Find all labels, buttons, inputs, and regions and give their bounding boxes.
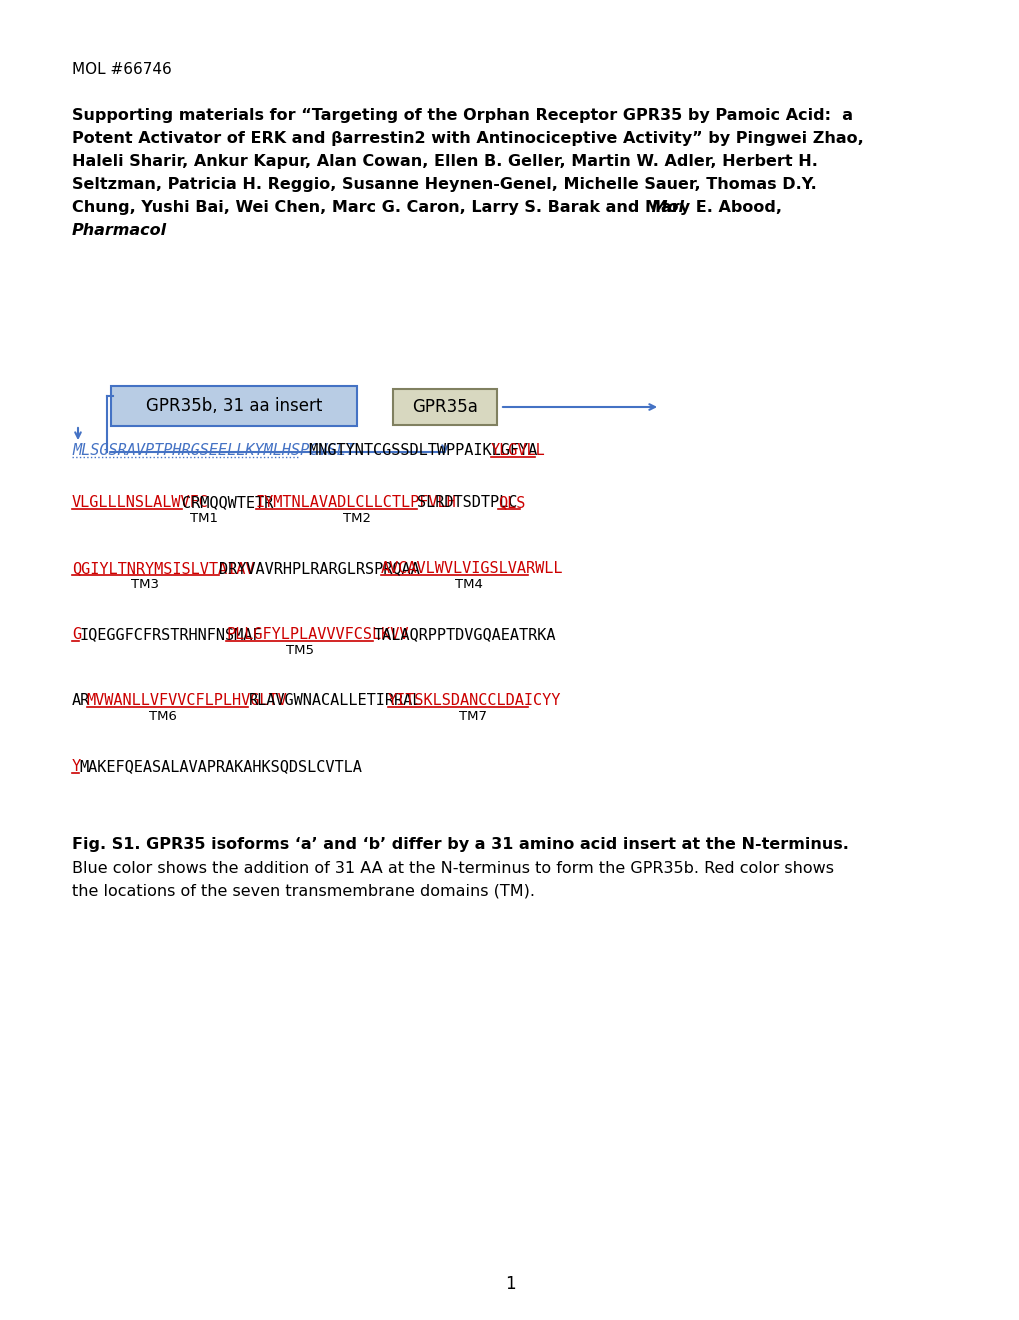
Text: QLS: QLS <box>498 495 525 510</box>
Text: IQEGGFCFRSTRHNFNSMAF: IQEGGFCFRSTRHNFNSMAF <box>79 627 262 642</box>
Text: Supporting materials for “Targeting of the Orphan Receptor GPR35 by Pamoic Acid:: Supporting materials for “Targeting of t… <box>72 108 852 123</box>
Text: GPR35b, 31 aa insert: GPR35b, 31 aa insert <box>146 397 322 414</box>
Text: Fig. S1. GPR35 isoforms ‘a’ and ‘b’ differ by a 31 amino acid insert at the N-te: Fig. S1. GPR35 isoforms ‘a’ and ‘b’ diff… <box>72 837 848 851</box>
Text: PLLGFYLPLAVVVFCSLKVV: PLLGFYLPLAVVVFCSLKVV <box>226 627 409 642</box>
Text: YLGVLL: YLGVLL <box>490 444 545 458</box>
Text: G: G <box>72 627 82 642</box>
Text: Pharmacol: Pharmacol <box>72 223 167 238</box>
Text: YITSKLSDANCCLDAICYY: YITSKLSDANCCLDAICYY <box>387 693 560 708</box>
Text: MLSGSRAVPTPHRGSEELLKYMLHSPCVSLT: MLSGSRAVPTPHRGSEELLKYMLHSPCVSLT <box>72 444 355 458</box>
Text: TM4: TM4 <box>454 578 483 591</box>
Text: DRYVAVRHPLRARGLRSPRQAA: DRYVAVRHPLRARGLRSPRQAA <box>219 561 420 576</box>
Text: QGIYLTNRYMSISLVTAIAV: QGIYLTNRYMSISLVTAIAV <box>72 561 255 576</box>
Text: Potent Activator of ERK and βarrestin2 with Antinociceptive Activity” by Pingwei: Potent Activator of ERK and βarrestin2 w… <box>72 131 863 147</box>
Text: Chung, Yushi Bai, Wei Chen, Marc G. Caron, Larry S. Barak and Mary E. Abood,: Chung, Yushi Bai, Wei Chen, Marc G. Caro… <box>72 201 782 215</box>
Text: MVWANLLVFVVCFLPLHVGLTV: MVWANLLVFVVCFLPLHVGLTV <box>87 693 287 708</box>
FancyBboxPatch shape <box>111 385 357 426</box>
Text: Seltzman, Patricia H. Reggio, Susanne Heynen-Genel, Michelle Sauer, Thomas D.Y.: Seltzman, Patricia H. Reggio, Susanne He… <box>72 177 816 191</box>
Text: MAKEFQEASALAVAPRAKAHKSQDSLCVTLA: MAKEFQEASALAVAPRAKAHKSQDSLCVTLA <box>79 759 362 774</box>
Text: TM6: TM6 <box>149 710 176 723</box>
Text: SLRDTSDTPLC: SLRDTSDTPLC <box>417 495 518 510</box>
Text: TALAQRPPTDVGQAEATRKA: TALAQRPPTDVGQAEATRKA <box>373 627 555 642</box>
Text: CRMQQWTETR: CRMQQWTETR <box>182 495 273 510</box>
Text: AR: AR <box>72 693 90 708</box>
Text: ​Mol: ​Mol <box>645 201 684 215</box>
Text: VLGLLLNSLALWVFC: VLGLLLNSLALWVFC <box>72 495 209 510</box>
Text: Blue color shows the addition of 31 AA at the N-terminus to form the GPR35b. Red: Blue color shows the addition of 31 AA a… <box>72 861 834 876</box>
Text: TM7: TM7 <box>459 710 486 723</box>
Text: Haleli Sharir, Ankur Kapur, Alan Cowan, Ellen B. Geller, Martin W. Adler, Herber: Haleli Sharir, Ankur Kapur, Alan Cowan, … <box>72 154 817 169</box>
Text: TM5: TM5 <box>285 644 314 657</box>
Text: TM3: TM3 <box>131 578 159 591</box>
FancyBboxPatch shape <box>392 389 496 425</box>
Text: TM1: TM1 <box>190 512 218 525</box>
Text: 1: 1 <box>504 1275 515 1294</box>
Text: RLAVGWNACALLETIRRAL: RLAVGWNACALLETIRRAL <box>249 693 422 708</box>
Text: MNGTYNTCGSSDLTWPPAIKLGFYA: MNGTYNTCGSSDLTWPPAIKLGFYA <box>300 444 537 458</box>
Text: MOL #66746: MOL #66746 <box>72 62 171 77</box>
Text: Y: Y <box>72 759 82 774</box>
Text: TM2: TM2 <box>342 512 370 525</box>
Text: AVCAVLWVLVIGSLVARWLL: AVCAVLWVLVIGSLVARWLL <box>380 561 562 576</box>
Text: the locations of the seven transmembrane domains (TM).: the locations of the seven transmembrane… <box>72 884 535 899</box>
Text: IYMTNLAVADLCLLCTLPFVLH: IYMTNLAVADLCLLCTLPFVLH <box>256 495 457 510</box>
Text: GPR35a: GPR35a <box>412 399 478 416</box>
